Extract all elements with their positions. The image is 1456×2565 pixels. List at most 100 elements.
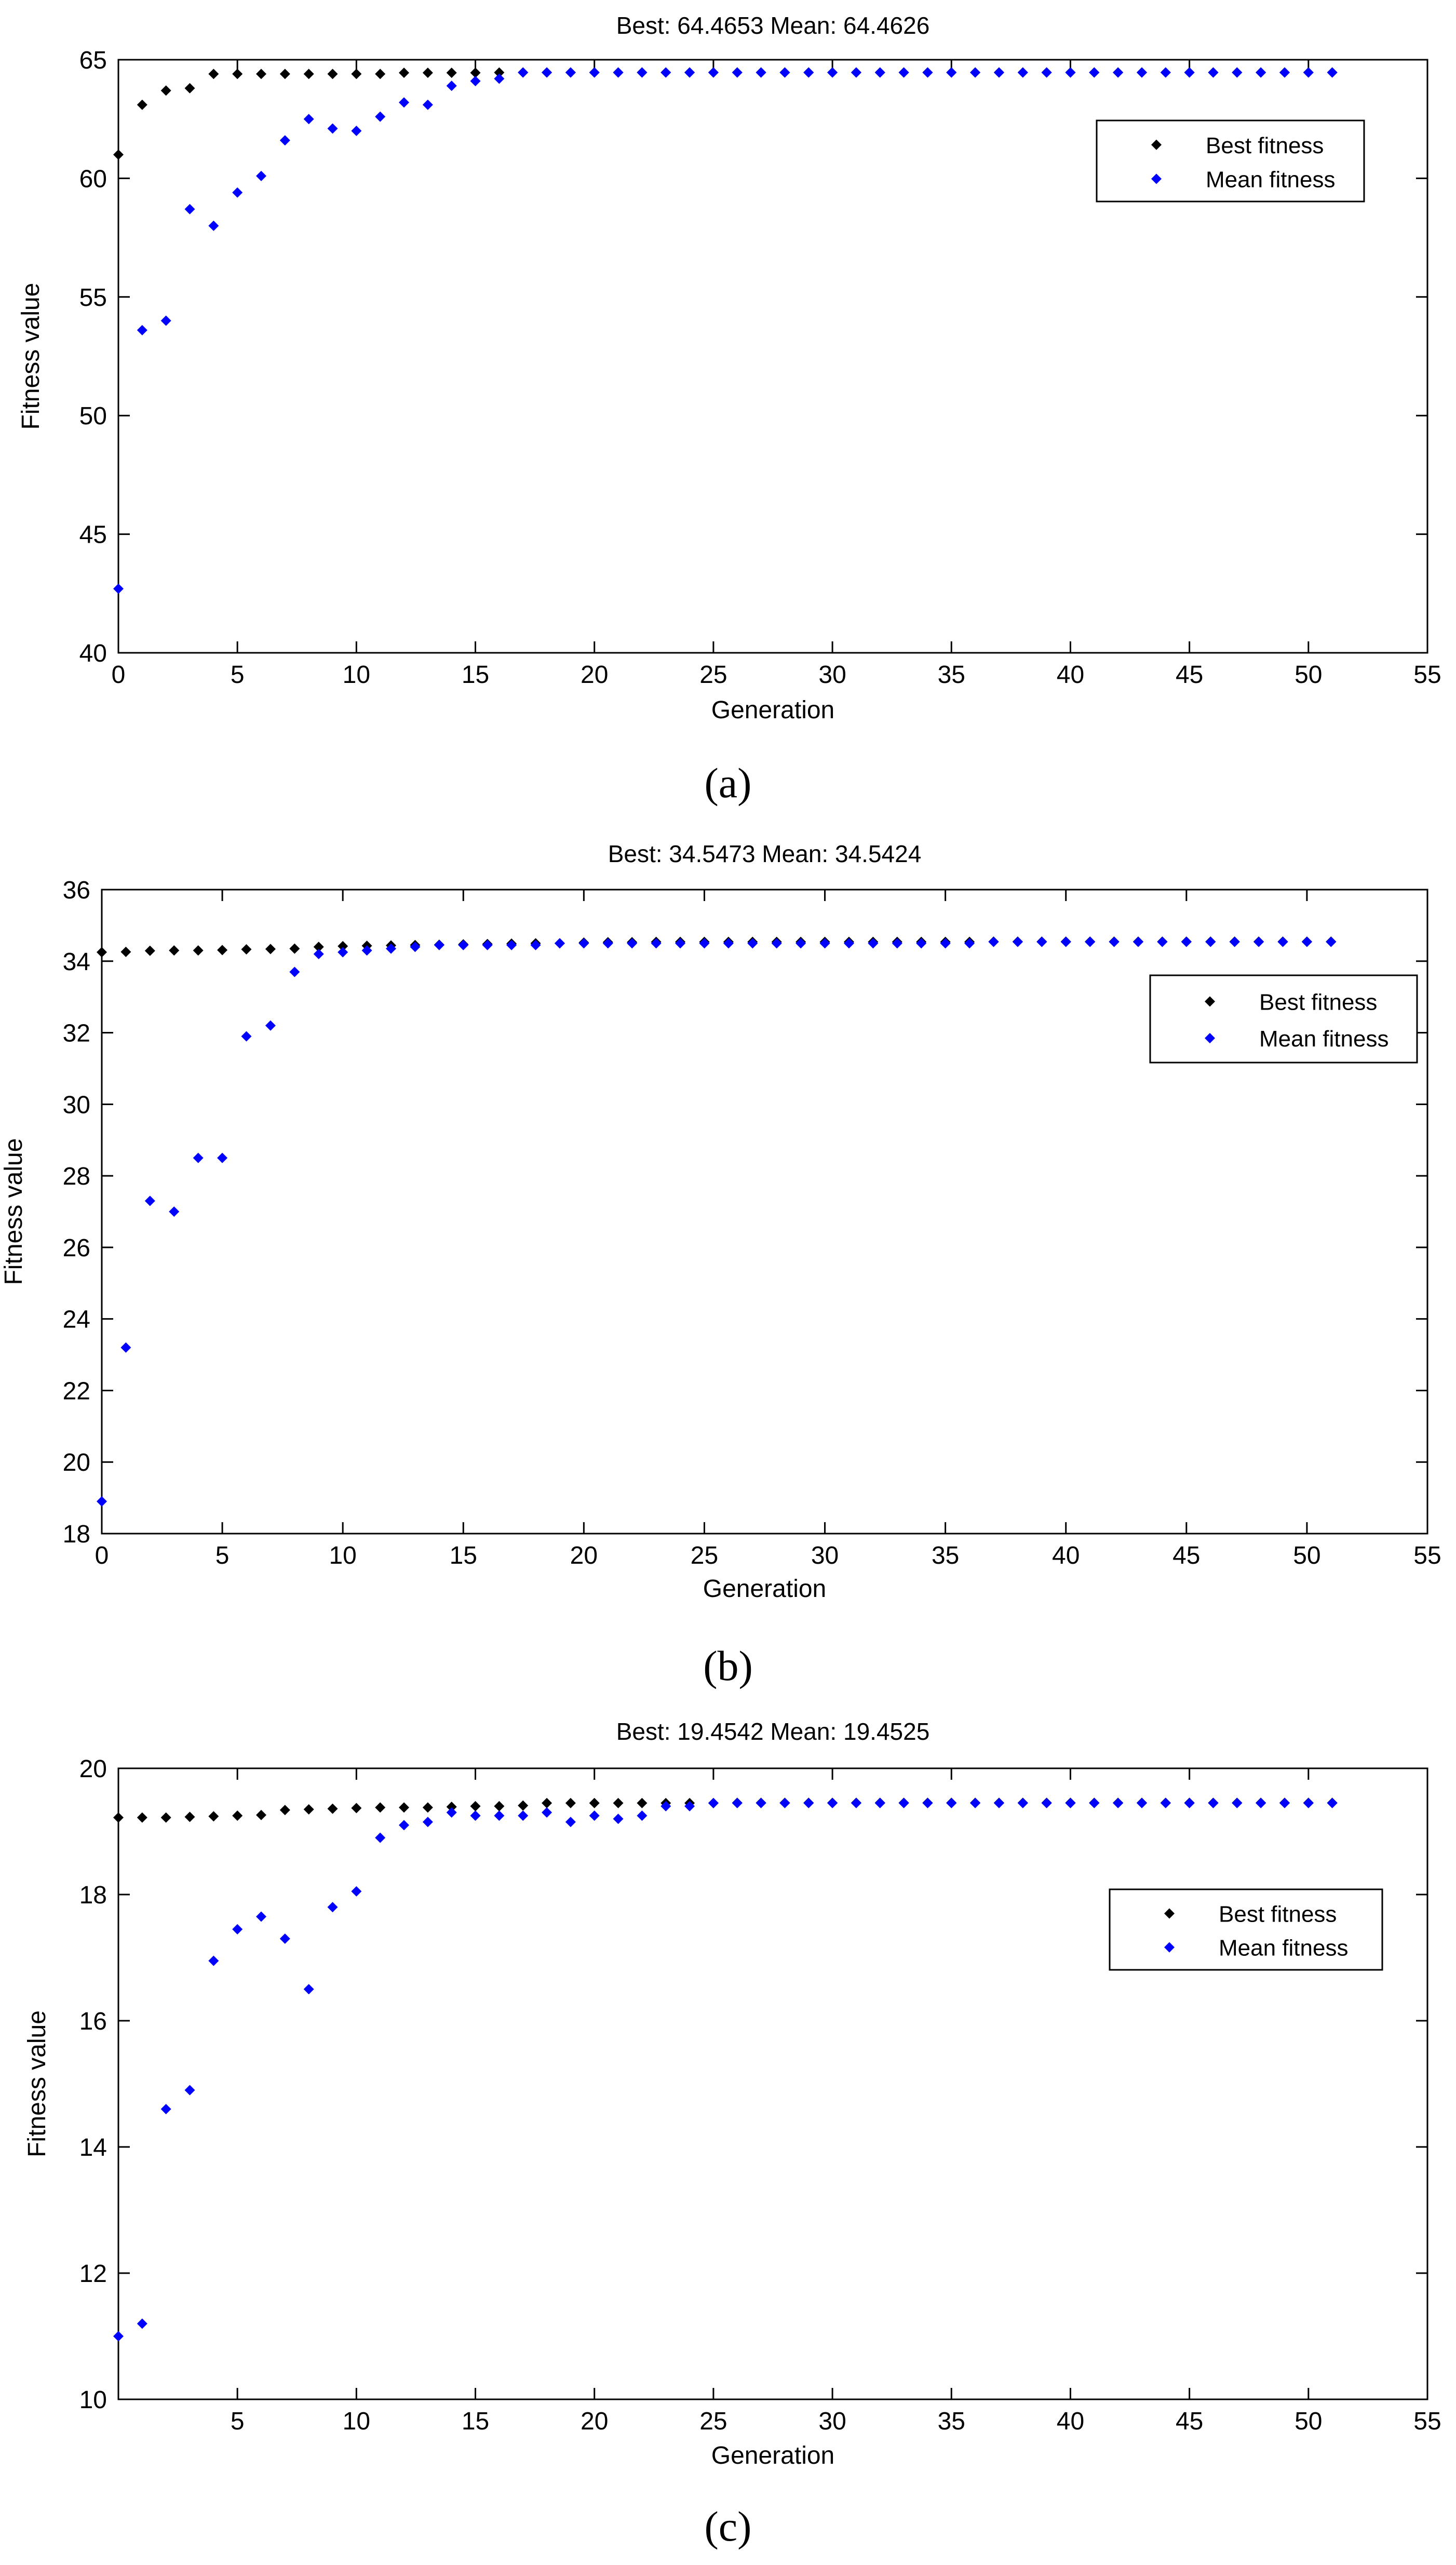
legend-mean-marker <box>1164 1942 1175 1953</box>
mean-fitness-point <box>637 67 648 78</box>
mean-fitness-point <box>922 67 933 78</box>
best-fitness-point <box>208 1811 219 1822</box>
best-fitness-point <box>256 69 267 79</box>
mean-fitness-point <box>779 67 790 78</box>
x-tick-label: 40 <box>1052 1542 1080 1569</box>
mean-fitness-point <box>327 123 338 134</box>
x-tick-label: 25 <box>691 1542 718 1569</box>
x-tick-label: 20 <box>581 2408 608 2435</box>
mean-fitness-point <box>1232 67 1243 78</box>
figure-caption: (b) <box>703 1642 753 1689</box>
legend-box <box>1149 974 1418 1064</box>
mean-fitness-point <box>1181 936 1192 947</box>
mean-fitness-point <box>993 1797 1004 1808</box>
y-tick-label: 18 <box>63 1521 90 1548</box>
mean-fitness-point <box>1327 1797 1338 1808</box>
y-tick-label: 60 <box>79 165 107 193</box>
chart-title: Best: 34.5473 Mean: 34.5424 <box>608 840 922 867</box>
y-axis-label: Fitness value <box>23 2010 51 2157</box>
mean-fitness-point <box>542 67 552 78</box>
mean-fitness-point <box>613 1814 624 1824</box>
x-tick-label: 50 <box>1295 2408 1322 2435</box>
y-tick-label: 18 <box>79 1882 107 1909</box>
best-fitness-point <box>351 1803 362 1814</box>
best-fitness-point <box>113 149 124 160</box>
mean-fitness-point <box>684 1801 695 1811</box>
mean-fitness-point <box>1089 67 1100 78</box>
y-tick-label: 65 <box>79 47 107 74</box>
best-fitness-point <box>399 68 410 78</box>
figure-caption: (a) <box>704 759 751 807</box>
mean-fitness-point <box>851 67 861 78</box>
mean-fitness-point <box>1184 67 1195 78</box>
best-fitness-point <box>137 1812 147 1823</box>
mean-fitness-point <box>1085 936 1096 947</box>
plot-area <box>101 889 1428 1535</box>
x-tick-label: 25 <box>699 2408 727 2435</box>
y-tick-label: 10 <box>79 2386 107 2414</box>
best-fitness-point <box>232 1810 243 1821</box>
best-fitness-point <box>470 68 481 78</box>
mean-fitness-point <box>113 2331 124 2342</box>
best-fitness-point <box>494 1801 505 1811</box>
x-tick-label: 35 <box>932 1542 959 1569</box>
best-fitness-point <box>338 941 348 951</box>
mean-fitness-point <box>1256 67 1266 78</box>
mean-fitness-point <box>851 1797 861 1808</box>
mean-fitness-point <box>1157 936 1168 947</box>
legend-mean-label: Mean fitness <box>1206 167 1335 192</box>
mean-fitness-point <box>732 1797 743 1808</box>
figure-caption: (c) <box>704 2503 751 2550</box>
x-tick-label: 50 <box>1293 1542 1320 1569</box>
legend-best-marker <box>1164 1908 1175 1919</box>
best-fitness-point <box>613 1797 624 1808</box>
mean-fitness-point <box>699 938 710 949</box>
best-fitness-point <box>279 1805 290 1816</box>
mean-fitness-point <box>1279 1797 1290 1808</box>
y-tick-label: 32 <box>63 1020 90 1048</box>
y-tick-label: 22 <box>63 1377 90 1405</box>
mean-fitness-point <box>970 1797 981 1808</box>
y-tick-label: 24 <box>63 1306 90 1334</box>
mean-fitness-point <box>964 938 975 949</box>
mean-fitness-point <box>946 67 957 78</box>
legend-mean-marker <box>1205 1032 1215 1043</box>
mean-fitness-point <box>1113 67 1124 78</box>
mean-fitness-point <box>351 1886 362 1897</box>
mean-fitness-point <box>1232 1797 1243 1808</box>
mean-fitness-point <box>1109 936 1120 947</box>
mean-fitness-point <box>361 945 372 956</box>
best-fitness-point <box>327 69 338 79</box>
chart-c: Best: 19.4542 Mean: 19.4525 5 10 15 20 25 30 35… <box>23 1718 1441 2550</box>
x-tick-label: 55 <box>1413 661 1441 689</box>
chart-title: Best: 19.4542 Mean: 19.4525 <box>616 1718 930 1745</box>
mean-fitness-point <box>756 1797 766 1808</box>
mean-fitness-point <box>803 1797 814 1808</box>
mean-fitness-point <box>265 1020 276 1031</box>
mean-fitness-point <box>723 938 734 949</box>
x-tick-label: 5 <box>231 661 245 689</box>
x-tick-label: 40 <box>1057 661 1084 689</box>
mean-fitness-point <box>410 942 421 952</box>
mean-fitness-point <box>1089 1797 1100 1808</box>
mean-fitness-point <box>386 943 397 954</box>
best-fitness-point <box>446 68 457 78</box>
mean-fitness-point <box>1041 67 1052 78</box>
x-tick-label: 35 <box>938 661 965 689</box>
mean-fitness-point <box>589 67 600 78</box>
legend-mean-label: Mean fitness <box>1219 1936 1348 1961</box>
mean-fitness-point <box>303 1984 314 1995</box>
mean-fitness-point <box>530 939 541 950</box>
mean-fitness-point <box>565 67 576 78</box>
mean-fitness-point <box>184 2085 195 2096</box>
mean-fitness-point <box>874 67 885 78</box>
x-tick-label: 45 <box>1176 2408 1203 2435</box>
mean-fitness-point <box>651 938 662 949</box>
best-fitness-point <box>137 99 147 110</box>
legend-best-label: Best fitness <box>1219 1902 1337 1927</box>
x-tick-label: 35 <box>938 2408 965 2435</box>
best-fitness-point <box>113 1812 124 1823</box>
mean-fitness-point <box>602 938 613 949</box>
legend-best-label: Best fitness <box>1259 989 1377 1015</box>
